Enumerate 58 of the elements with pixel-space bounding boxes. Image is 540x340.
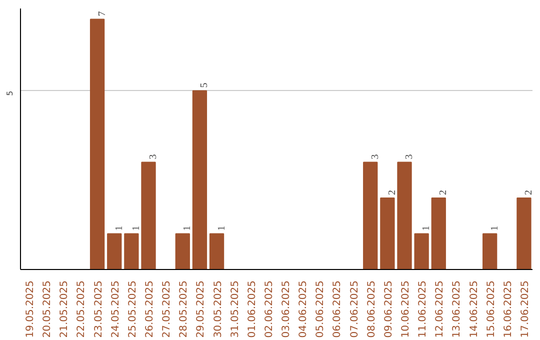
x-tick-label: 17.06.2025 — [520, 280, 531, 338]
bar — [141, 162, 156, 270]
x-tick-label: 16.06.2025 — [502, 280, 514, 338]
data-label: 3 — [148, 154, 159, 160]
bar — [90, 18, 105, 270]
data-label: 1 — [182, 226, 194, 231]
data-label: 2 — [438, 190, 450, 195]
x-tick-label: 26.05.2025 — [144, 280, 156, 338]
data-label: 1 — [114, 226, 125, 231]
x-tick-label: 04.06.2025 — [298, 280, 310, 338]
x-tick-label: 13.06.2025 — [452, 280, 463, 338]
x-tick-label: 23.05.2025 — [93, 280, 104, 338]
data-label: 1 — [130, 226, 142, 231]
data-label: 7 — [96, 11, 108, 16]
x-tick-label: 28.05.2025 — [178, 280, 190, 338]
x-tick-label: 11.06.2025 — [418, 280, 429, 338]
bar — [380, 197, 395, 270]
bar — [209, 233, 224, 270]
x-tick-label: 29.05.2025 — [196, 280, 207, 338]
bar — [175, 233, 190, 270]
data-label: 1 — [421, 226, 432, 231]
x-tick-label: 06.06.2025 — [332, 280, 344, 338]
x-tick-label: 08.06.2025 — [366, 280, 378, 338]
data-label: 2 — [386, 190, 398, 195]
x-tick-label: 21.05.2025 — [59, 280, 70, 338]
data-label: 1 — [216, 226, 228, 231]
x-tick-label: 07.06.2025 — [349, 280, 360, 338]
x-tick-label: 02.06.2025 — [264, 280, 275, 338]
x-tick-label: 31.05.2025 — [230, 280, 241, 338]
x-tick-label: 22.05.2025 — [76, 280, 88, 338]
x-tick-label: 10.06.2025 — [400, 280, 412, 338]
data-label: 3 — [370, 154, 381, 160]
bar — [482, 233, 498, 270]
x-tick-label: 09.06.2025 — [383, 280, 394, 338]
x-tick-label: 12.06.2025 — [434, 280, 446, 338]
bar — [414, 233, 429, 270]
bar — [397, 162, 412, 270]
bar — [124, 233, 139, 270]
data-label: 2 — [523, 190, 534, 195]
x-tick-label: 05.06.2025 — [315, 280, 326, 338]
x-tick-label: 25.05.2025 — [127, 280, 138, 338]
x-tick-label: 19.05.2025 — [25, 280, 36, 338]
bar — [363, 162, 378, 270]
x-tick-label: 27.05.2025 — [162, 280, 173, 338]
bar — [516, 197, 532, 270]
x-tick-label: 01.06.2025 — [246, 280, 258, 338]
x-tick-label: 14.06.2025 — [468, 280, 480, 338]
x-tick-label: 30.05.2025 — [212, 280, 224, 338]
x-tick-label: 15.06.2025 — [486, 280, 497, 338]
data-label: 3 — [404, 154, 415, 160]
bar — [107, 233, 122, 270]
x-tick-label: 20.05.2025 — [42, 280, 54, 338]
x-tick-label: 03.06.2025 — [281, 280, 292, 338]
bar — [192, 90, 208, 270]
data-label: 5 — [199, 82, 210, 88]
data-label: 1 — [489, 226, 500, 231]
x-tick-label: 24.05.2025 — [110, 280, 122, 338]
bar — [431, 197, 446, 270]
